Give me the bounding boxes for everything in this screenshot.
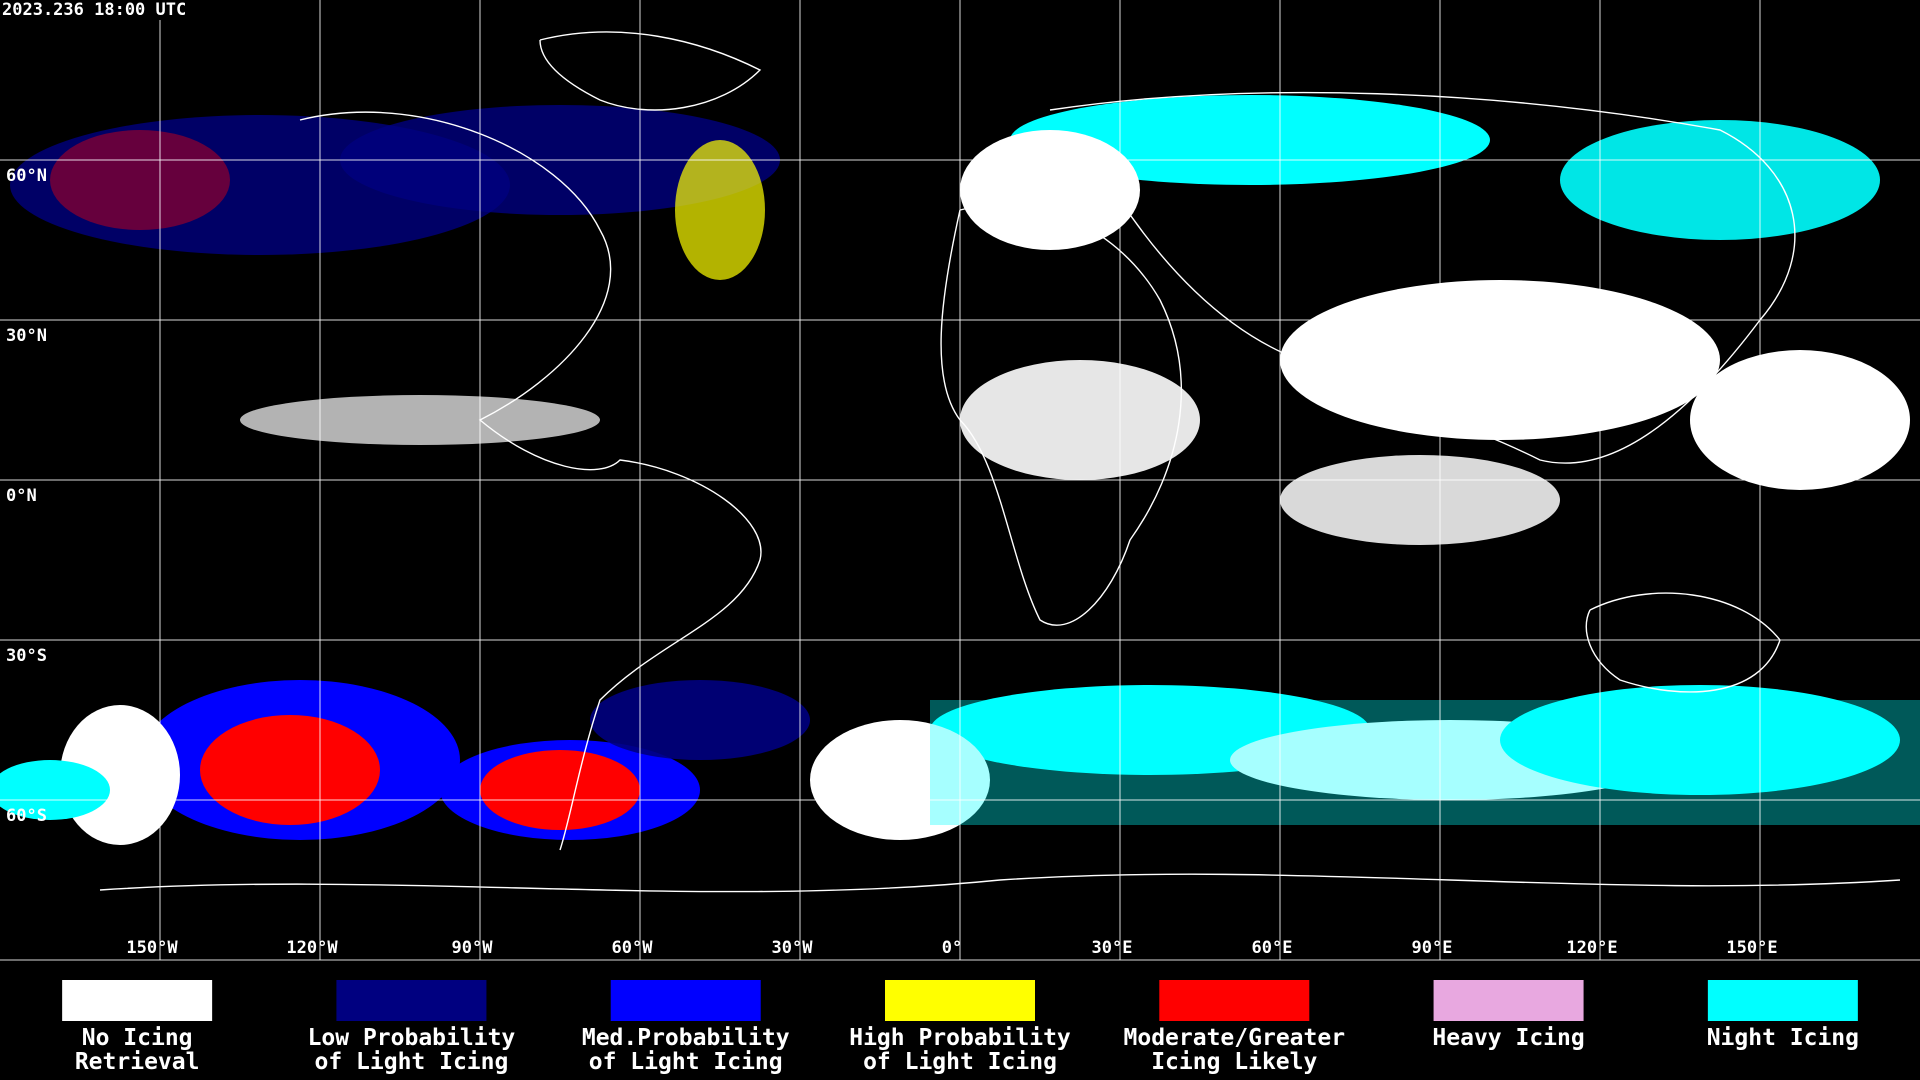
- latitude-label: 0°N: [6, 486, 37, 506]
- longitude-label: 60°E: [1252, 938, 1293, 958]
- legend-label: Low Probability: [308, 1025, 516, 1051]
- legend-label: of Light Icing: [314, 1049, 508, 1075]
- legend-label: Heavy Icing: [1432, 1025, 1584, 1051]
- timestamp-bg: [0, 0, 214, 20]
- longitude-label: 150°W: [126, 938, 178, 958]
- legend-swatch: [610, 980, 761, 1021]
- graticule: [0, 0, 1920, 961]
- latitude-label: 60°S: [6, 806, 47, 826]
- latitude-label: 60°N: [6, 166, 47, 186]
- legend-swatch: [62, 980, 213, 1021]
- legend-label: Med.Probability: [582, 1025, 790, 1051]
- legend-label: High Probability: [849, 1025, 1071, 1051]
- longitude-label: 90°E: [1412, 938, 1453, 958]
- legend-label: Retrieval: [75, 1049, 200, 1075]
- longitude-label: 30°W: [772, 938, 814, 958]
- legend-label: of Light Icing: [589, 1049, 783, 1075]
- longitude-label: 120°W: [286, 938, 338, 958]
- longitude-label: 0°: [942, 938, 962, 958]
- longitude-label: 150°E: [1726, 938, 1777, 958]
- latitude-label: 30°N: [6, 326, 47, 346]
- longitude-label: 60°W: [612, 938, 654, 958]
- legend-label: of Light Icing: [863, 1049, 1057, 1075]
- coastlines: [99, 31, 1901, 893]
- longitude-label: 120°E: [1566, 938, 1617, 958]
- legend-swatch: [336, 980, 487, 1021]
- legend-swatch: [1433, 980, 1584, 1021]
- legend-label: Night Icing: [1707, 1025, 1859, 1051]
- legend-swatch: [885, 980, 1035, 1021]
- legend-label: Icing Likely: [1151, 1049, 1317, 1075]
- graticule-labels: 60°N 30°N 0°N 30°S 60°S 150°W 120°W 90°W 60°W 30°…: [6, 166, 1778, 958]
- longitude-label: 30°E: [1092, 938, 1133, 958]
- timestamp: 2023.236 18:00 UTC: [2, 0, 186, 20]
- legend-swatch: [1707, 980, 1858, 1021]
- legend-swatch: [1159, 980, 1310, 1021]
- legend-label: Moderate/Greater: [1124, 1025, 1346, 1051]
- latitude-label: 30°S: [6, 646, 47, 666]
- legend-label: No Icing: [82, 1025, 193, 1051]
- longitude-label: 90°W: [452, 938, 494, 958]
